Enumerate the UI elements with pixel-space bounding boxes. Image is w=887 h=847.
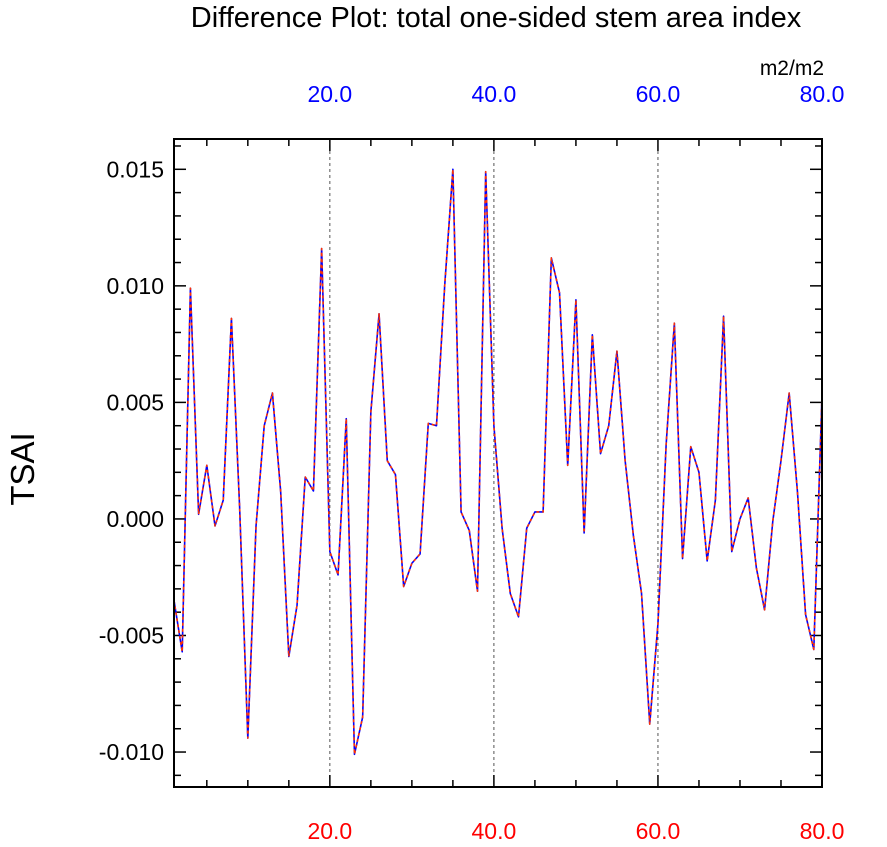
y-tick-label: 0.005 — [106, 389, 164, 415]
units-label: m2/m2 — [760, 57, 824, 80]
y-tick-label: -0.005 — [99, 622, 164, 648]
series-layer — [173, 168, 823, 756]
y-tick-label: 0.015 — [106, 156, 164, 182]
grid-layer — [329, 139, 659, 787]
x-tick-label-bottom: 40.0 — [472, 818, 517, 844]
x-tick-label-top: 80.0 — [800, 81, 845, 107]
x-tick-label-top: 40.0 — [472, 81, 517, 107]
x-tick-label-bottom: 60.0 — [636, 818, 681, 844]
y-tick-label: 0.000 — [106, 506, 164, 532]
plot-frame — [173, 138, 823, 788]
y-tick-label: 0.010 — [106, 273, 164, 299]
x-tick-label-top: 60.0 — [636, 81, 681, 107]
series-line-series_b — [173, 168, 823, 756]
label-layer: 20.0 20.0 40.0 40.0 60.0 60.0 80.0 80.0 -0.010 -0… — [99, 81, 845, 844]
x-tick-label-top: 20.0 — [307, 81, 352, 107]
chart-title: Difference Plot: total one-sided stem ar… — [191, 2, 802, 34]
y-axis-label: TSAI — [4, 432, 41, 505]
x-tick-label-bottom: 20.0 — [307, 818, 352, 844]
tick-layer — [174, 139, 823, 787]
x-tick-label-bottom: 80.0 — [800, 818, 845, 844]
series-line-series_a — [173, 168, 823, 756]
y-tick-label: -0.010 — [99, 739, 164, 765]
